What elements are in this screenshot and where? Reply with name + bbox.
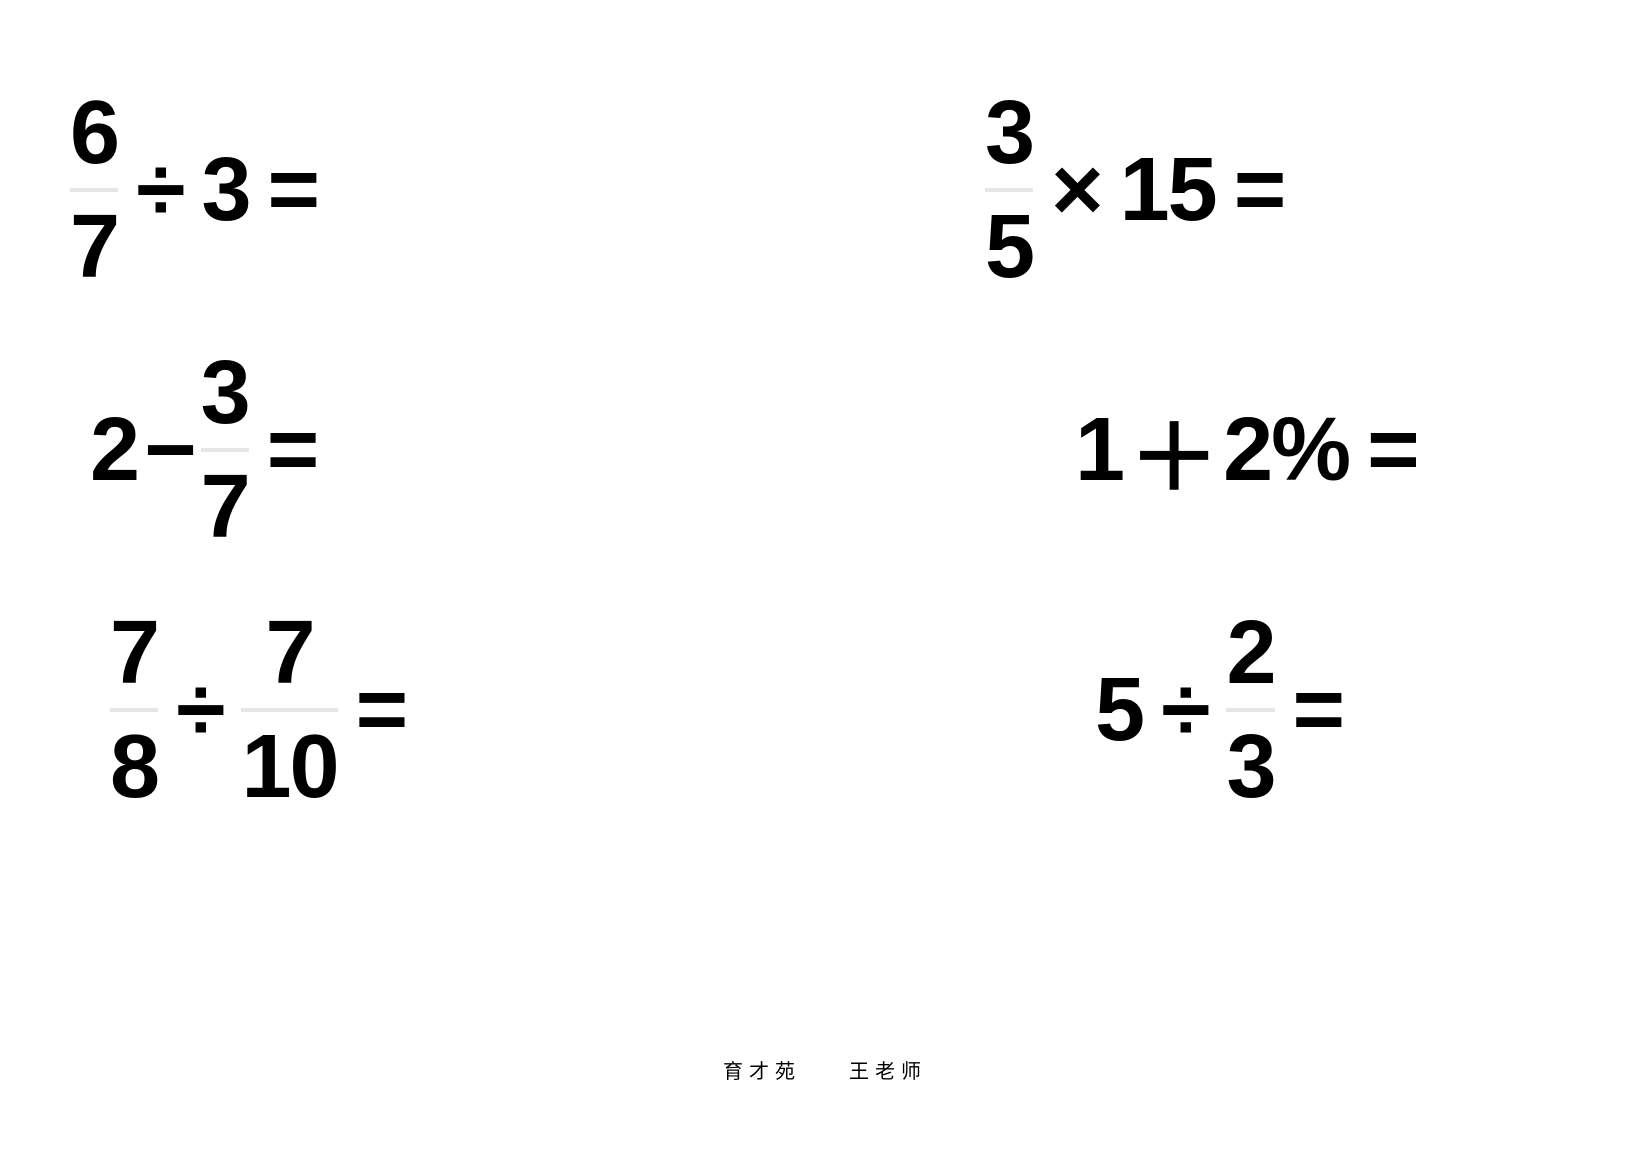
operator-divide: ÷: [1143, 659, 1226, 762]
fraction: 7 10: [241, 608, 337, 812]
problem-2: 3 5 × 15 =: [825, 90, 1580, 290]
operator-minus: −: [138, 399, 201, 502]
denominator: 7: [201, 456, 249, 552]
problem-4: 1 ＋ 2% =: [825, 350, 1580, 550]
footer: 育才苑 王老师: [0, 1055, 1650, 1084]
operand: 2: [90, 399, 138, 502]
denominator: 8: [110, 716, 158, 812]
fraction-bar: [70, 188, 118, 192]
equals-sign: =: [1349, 399, 1418, 502]
equals-sign: =: [250, 139, 319, 242]
fraction: 3 5: [985, 88, 1033, 292]
fraction-bar: [241, 708, 337, 712]
numerator: 7: [265, 608, 313, 704]
fraction: 3 7: [201, 348, 249, 552]
fraction-bar: [985, 188, 1033, 192]
operand: 2%: [1223, 399, 1349, 502]
equals-sign: =: [249, 399, 336, 502]
operand: 5: [1095, 659, 1143, 762]
problems-grid: 6 7 ÷ 3 = 3 5 × 15 = 2 − 3: [70, 90, 1580, 810]
numerator: 6: [70, 88, 118, 184]
problem-1: 6 7 ÷ 3 =: [70, 90, 825, 290]
numerator: 3: [985, 88, 1033, 184]
fraction-bar: [1226, 708, 1274, 712]
equals-sign: =: [338, 659, 425, 762]
denominator: 3: [1226, 716, 1274, 812]
fraction: 2 3: [1226, 608, 1274, 812]
numerator: 7: [110, 608, 158, 704]
footer-right: 王老师: [849, 1061, 927, 1083]
operator-divide: ÷: [118, 139, 201, 242]
operand: 15: [1120, 139, 1216, 242]
problem-6: 5 ÷ 2 3 =: [825, 610, 1580, 810]
operand: 3: [201, 139, 249, 242]
fraction-bar: [201, 448, 249, 452]
denominator: 5: [985, 196, 1033, 292]
operand: 1: [1075, 399, 1123, 502]
footer-left: 育才苑: [723, 1061, 801, 1083]
equals-sign: =: [1216, 139, 1285, 242]
numerator: 3: [201, 348, 249, 444]
denominator: 10: [241, 716, 337, 812]
fraction: 6 7: [70, 88, 118, 292]
equals-sign: =: [1275, 659, 1362, 762]
fraction: 7 8: [110, 608, 158, 812]
problem-3: 2 − 3 7 =: [70, 350, 825, 550]
numerator: 2: [1226, 608, 1274, 704]
operator-multiply: ×: [1033, 139, 1120, 242]
operator-divide: ÷: [158, 659, 241, 762]
worksheet-page: 6 7 ÷ 3 = 3 5 × 15 = 2 − 3: [0, 0, 1650, 1166]
problem-5: 7 8 ÷ 7 10 =: [70, 610, 825, 810]
operator-plus: ＋: [1123, 385, 1223, 515]
denominator: 7: [70, 196, 118, 292]
fraction-bar: [110, 708, 158, 712]
